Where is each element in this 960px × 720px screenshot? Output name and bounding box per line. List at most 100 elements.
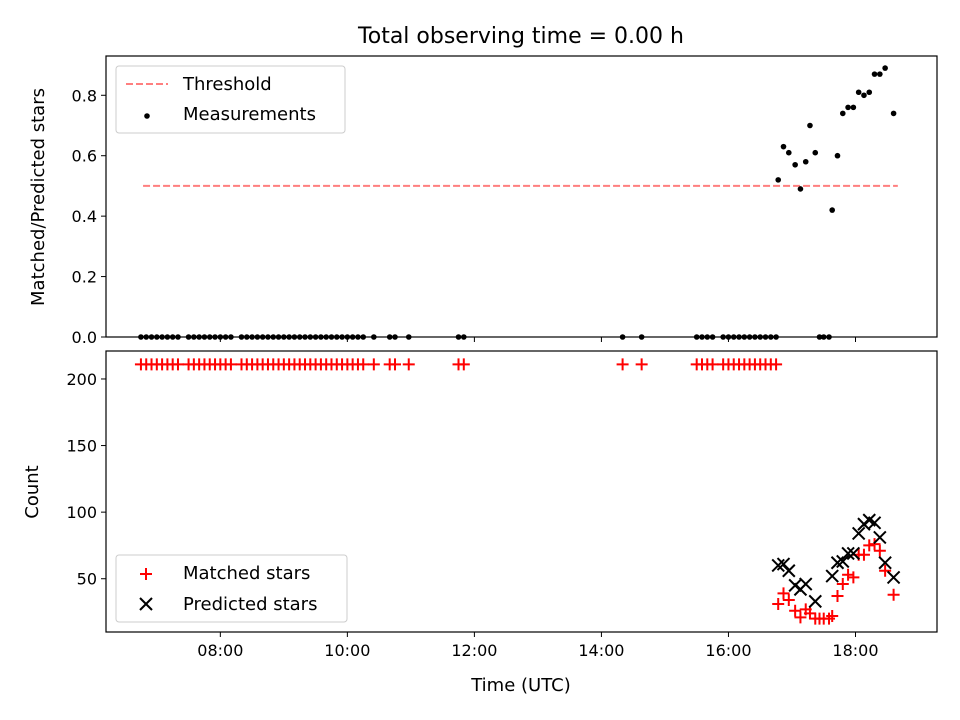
predicted-star-point [873, 530, 887, 545]
x-tick-label: 10:00 [324, 641, 370, 660]
measurement-point [855, 89, 862, 96]
legend-matched-label: Matched stars [183, 563, 310, 584]
top-x-axis [219, 337, 856, 342]
measurement-point [775, 177, 782, 183]
measurement-point [834, 152, 841, 159]
bottom-y-axis: 50 100 150 200 [66, 370, 106, 589]
x-tick-label: 12:00 [451, 641, 497, 660]
predicted-star-point [799, 577, 813, 591]
measurement-point [797, 186, 804, 192]
measurement-point [850, 104, 857, 111]
matched-star-point [770, 358, 783, 371]
bottom-plot-frame [105, 350, 938, 633]
matched-star-point [826, 610, 839, 623]
x-tick-label: 08:00 [197, 641, 243, 660]
predicted-star-point [846, 546, 861, 561]
measurement-point [829, 207, 835, 213]
measurement-point [780, 143, 787, 150]
measurement-point [861, 92, 867, 99]
measurement-point [785, 149, 792, 156]
matched-star-point [803, 607, 816, 620]
x-tick-label: 18:00 [832, 641, 878, 660]
y-tick-label: 0.2 [72, 268, 97, 287]
matched-star-point [863, 539, 876, 552]
top-legend-box [115, 65, 346, 134]
matched-star-point [873, 544, 886, 557]
predicted-star-point [886, 570, 901, 585]
measurement-point [807, 122, 813, 129]
matched-star-point [616, 358, 629, 371]
top-series-layer [138, 65, 898, 340]
measurement-point [812, 149, 819, 156]
matched-star-point [789, 604, 802, 617]
matched-star-point [836, 578, 849, 591]
legend-matched-swatch [140, 568, 152, 580]
predicted-star-point [878, 556, 892, 570]
matched-star-point [794, 611, 807, 624]
legend-threshold-label: Threshold [182, 74, 272, 95]
measurement-point [871, 71, 878, 77]
matched-star-point [224, 358, 237, 371]
bottom-series-layer [134, 358, 901, 625]
matched-star-point [777, 587, 790, 600]
measurement-point [866, 89, 873, 96]
top-y-axis: 0.0 0.2 0.4 0.6 0.8 [72, 86, 106, 347]
legend-predicted-swatch [139, 597, 153, 611]
predicted-star-point [782, 564, 796, 578]
matched-star-point [706, 358, 719, 371]
measurement-point [845, 104, 851, 111]
matched-star-point [171, 358, 184, 371]
bottom-x-axis: 08:00 10:00 12:00 14:00 16:00 18:00 [197, 632, 879, 660]
matched-star-point [457, 358, 470, 371]
predicted-star-point [836, 554, 850, 569]
matched-star-point [772, 598, 785, 611]
legend-measurements-swatch [144, 113, 150, 119]
matched-star-point [857, 548, 870, 561]
top-plot-frame [105, 55, 938, 338]
y-tick-label: 0.4 [72, 207, 97, 226]
matched-star-point [842, 568, 855, 581]
bottom-legend: Matched stars Predicted stars [115, 554, 348, 623]
top-y-axis-label: Matched/Predicted stars [28, 88, 49, 306]
bottom-y-axis-label: Count [22, 465, 43, 518]
x-tick-label: 16:00 [705, 641, 751, 660]
measurement-point [882, 65, 888, 71]
y-tick-label: 100 [66, 503, 97, 522]
top-legend: Threshold Measurements [115, 65, 346, 134]
bottom-panel: 50 100 150 200 08:00 10:00 12:00 14:00 16:00 18:… [22, 350, 938, 696]
chart-title: Total observing time = 0.00 h [357, 24, 684, 49]
measurement-point [792, 161, 798, 168]
top-panel: 0.00.20.40.60.8 Matched/Predicted stars … [28, 55, 938, 347]
y-tick-label: 50 [77, 570, 97, 589]
predicted-star-point [867, 516, 882, 530]
predicted-star-point [825, 569, 839, 583]
matched-star-point [402, 358, 415, 371]
measurement-point [839, 110, 846, 117]
matched-star-point [831, 590, 844, 603]
x-tick-label: 14:00 [578, 641, 624, 660]
matched-star-point [367, 358, 380, 371]
matched-star-point [782, 594, 795, 607]
x-axis-label: Time (UTC) [470, 675, 571, 696]
y-tick-label: 150 [66, 437, 97, 456]
y-tick-label: 200 [66, 370, 97, 389]
matched-star-point [847, 571, 860, 584]
y-tick-label: 0.0 [72, 328, 97, 347]
measurement-point [890, 110, 897, 117]
y-tick-label: 0.6 [72, 147, 97, 166]
measurement-point [877, 71, 883, 77]
matched-star-point [357, 358, 370, 371]
matched-star-point [635, 358, 648, 371]
y-tick-label: 0.8 [72, 86, 97, 105]
predicted-star-point [808, 594, 822, 609]
predicted-star-point [841, 546, 855, 561]
legend-measurements-label: Measurements [183, 104, 316, 125]
bottom-legend-box [115, 554, 348, 623]
matched-star-point [388, 358, 401, 371]
matched-star-point [887, 588, 900, 601]
legend-predicted-label: Predicted stars [183, 594, 317, 615]
predicted-star-point [851, 526, 866, 541]
matched-star-point [879, 564, 892, 577]
measurement-point [802, 158, 809, 165]
